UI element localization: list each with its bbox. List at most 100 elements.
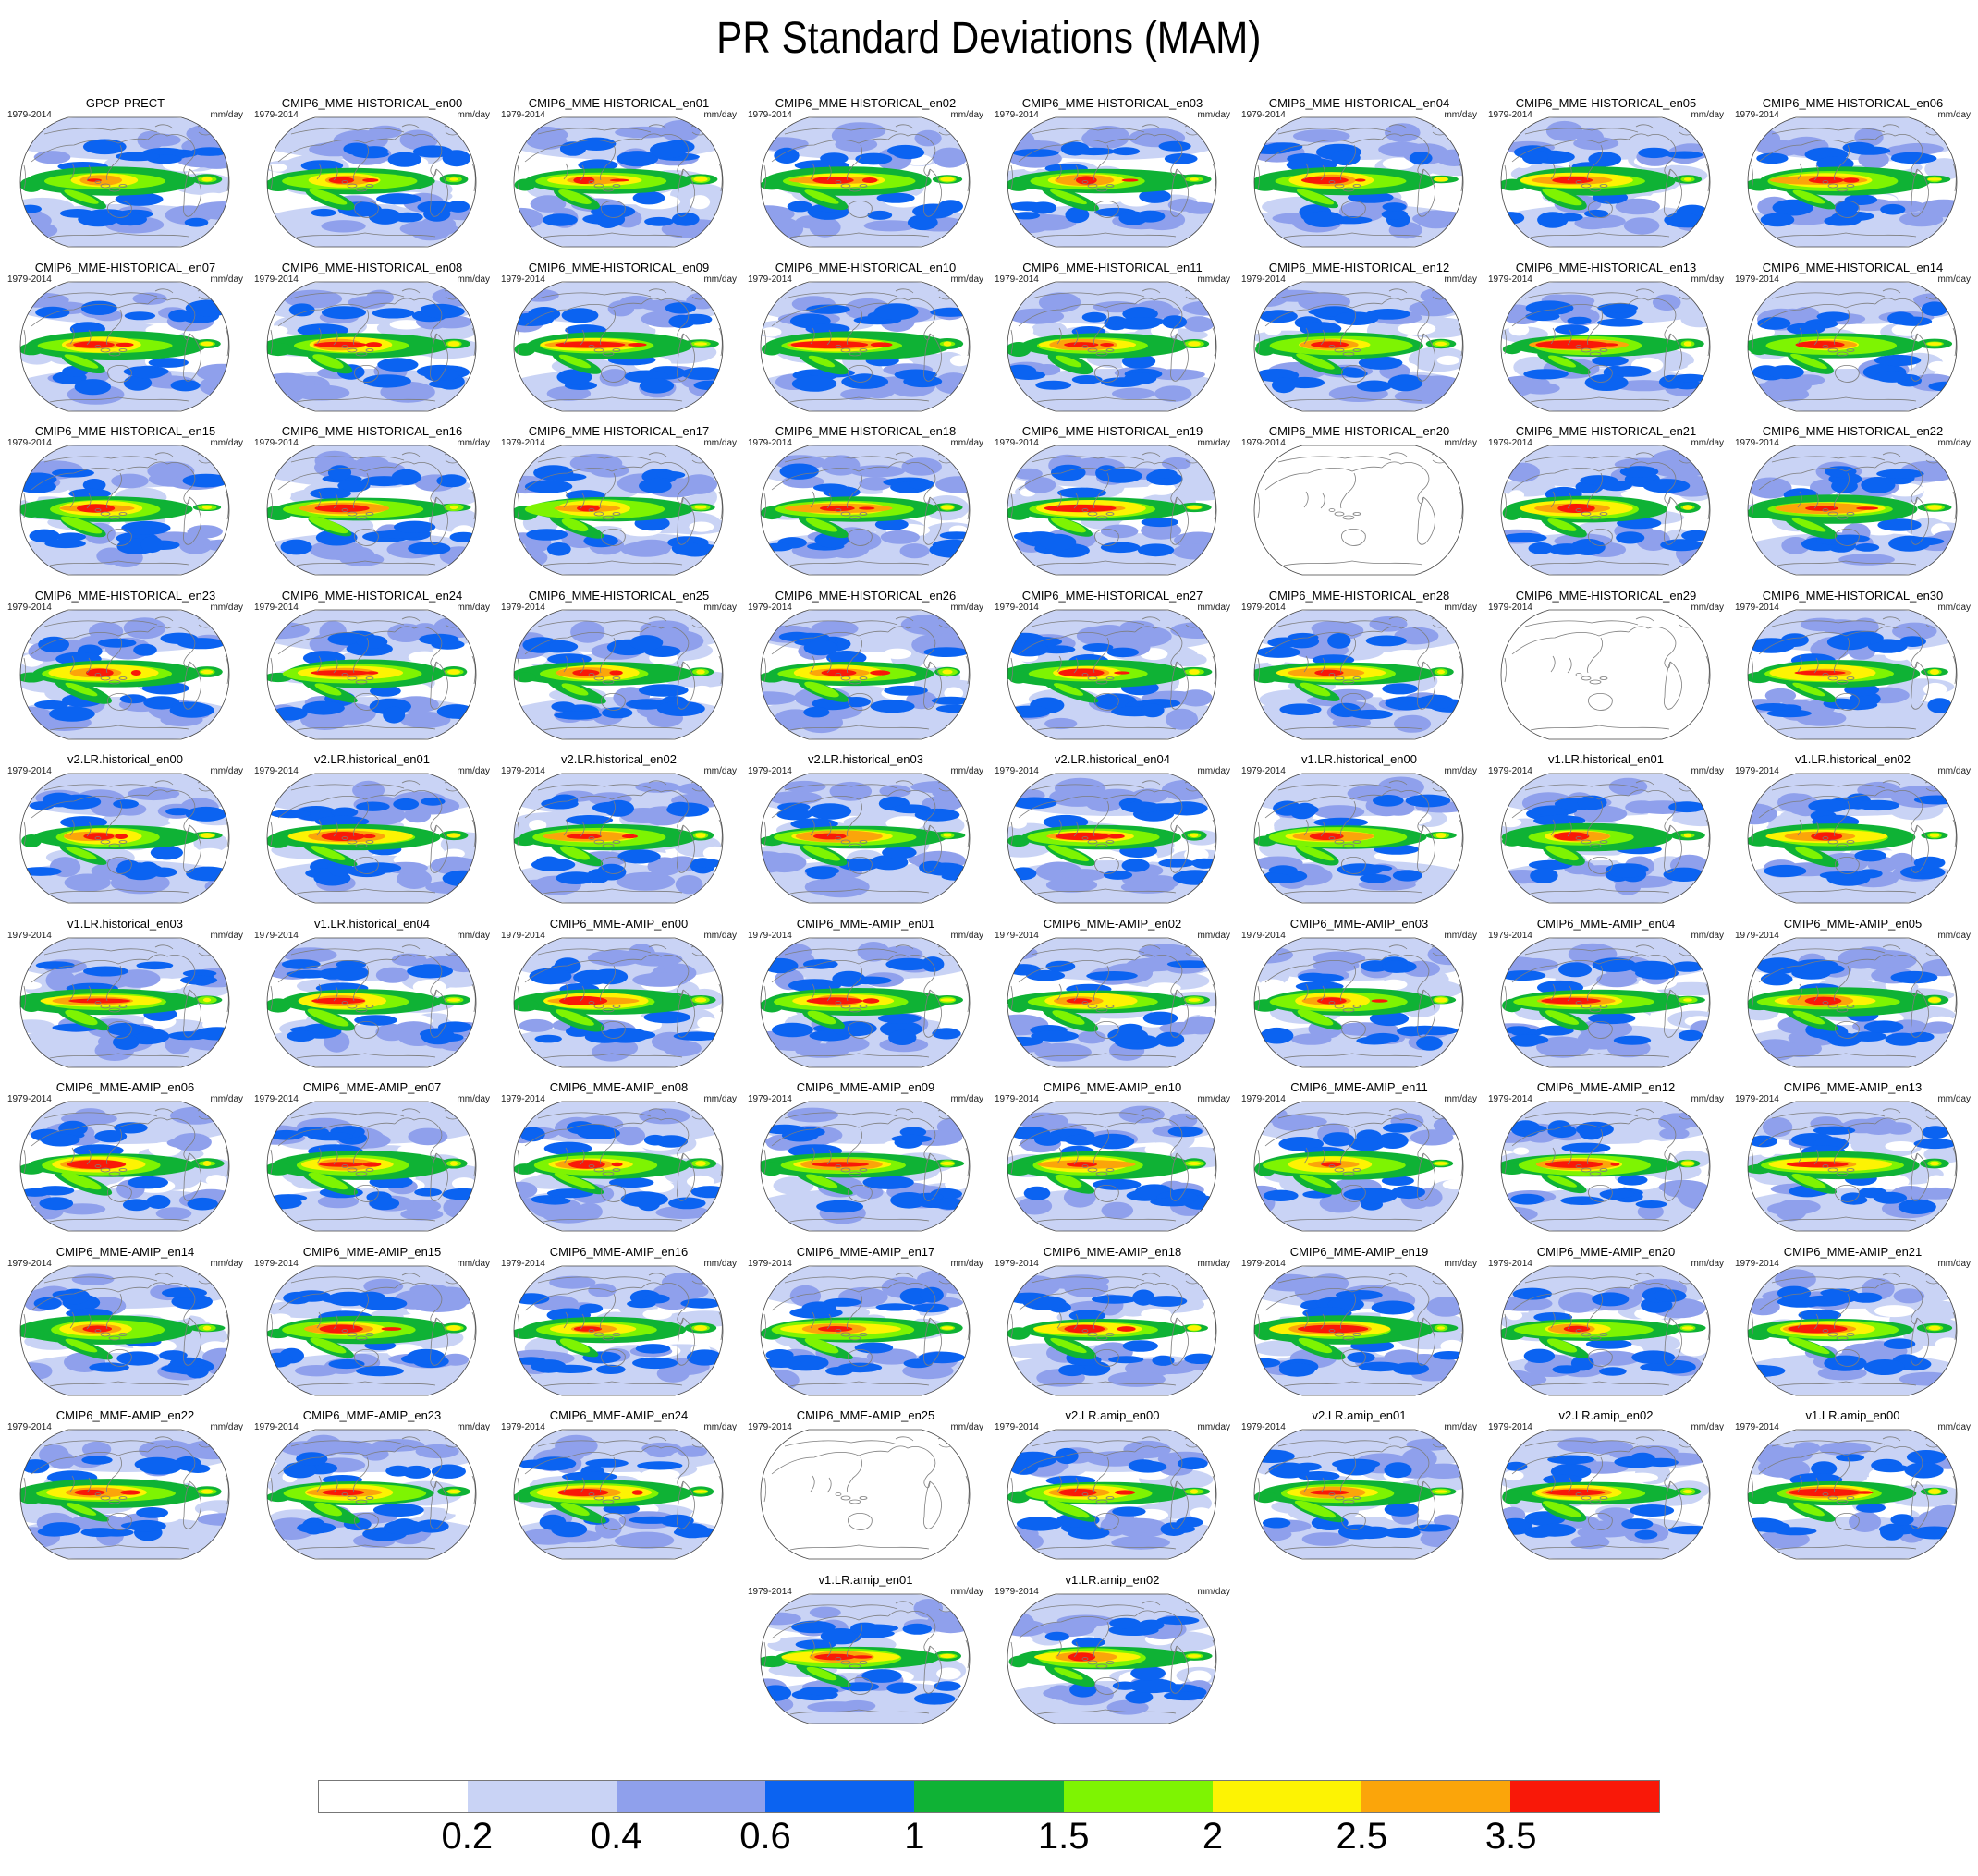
map-panel: v1.LR.historical_en00 1979-2014 mm/day bbox=[1236, 752, 1483, 917]
map-panel: CMIP6_MME-HISTORICAL_en22 1979-2014 mm/day bbox=[1729, 424, 1976, 589]
world-map bbox=[1747, 1101, 1958, 1232]
panel-title: CMIP6_MME-HISTORICAL_en12 bbox=[1268, 260, 1450, 274]
units-label: mm/day bbox=[950, 1258, 983, 1269]
map-panel: CMIP6_MME-AMIP_en07 1979-2014 mm/day bbox=[249, 1080, 495, 1245]
world-map bbox=[1007, 1593, 1217, 1724]
period-label: 1979-2014 bbox=[501, 110, 545, 120]
units-label: mm/day bbox=[1197, 766, 1230, 776]
map-panel: CMIP6_MME-HISTORICAL_en28 1979-2014 mm/day bbox=[1236, 589, 1483, 753]
panel-title: CMIP6_MME-AMIP_en25 bbox=[796, 1408, 935, 1422]
period-label: 1979-2014 bbox=[1241, 1258, 1286, 1269]
world-map bbox=[266, 116, 477, 248]
period-label: 1979-2014 bbox=[7, 1258, 52, 1269]
world-map bbox=[266, 1101, 477, 1232]
panel-title: CMIP6_MME-AMIP_en05 bbox=[1783, 916, 1923, 931]
panel-title: v1.LR.amip_en01 bbox=[818, 1572, 913, 1587]
units-label: mm/day bbox=[1197, 602, 1230, 613]
period-label: 1979-2014 bbox=[748, 438, 792, 448]
map-panel: CMIP6_MME-HISTORICAL_en25 1979-2014 mm/day bbox=[495, 589, 742, 753]
world-map bbox=[760, 1429, 971, 1560]
units-label: mm/day bbox=[1197, 1586, 1230, 1597]
panel-title: CMIP6_MME-HISTORICAL_en30 bbox=[1762, 588, 1944, 603]
colorbar-segment bbox=[1063, 1781, 1213, 1812]
units-label: mm/day bbox=[950, 274, 983, 285]
panel-title: CMIP6_MME-HISTORICAL_en00 bbox=[281, 96, 463, 110]
map-panel: v2.LR.historical_en02 1979-2014 mm/day bbox=[495, 752, 742, 917]
world-map bbox=[1747, 116, 1958, 248]
period-label: 1979-2014 bbox=[748, 1258, 792, 1269]
period-label: 1979-2014 bbox=[748, 766, 792, 776]
units-label: mm/day bbox=[1691, 110, 1724, 120]
period-label: 1979-2014 bbox=[995, 1094, 1039, 1104]
period-label: 1979-2014 bbox=[501, 1258, 545, 1269]
period-label: 1979-2014 bbox=[1488, 1094, 1532, 1104]
world-map bbox=[1007, 773, 1217, 904]
units-label: mm/day bbox=[1691, 274, 1724, 285]
world-map bbox=[1253, 1429, 1464, 1560]
map-panel: CMIP6_MME-AMIP_en22 1979-2014 mm/day bbox=[2, 1408, 249, 1573]
panel-title: CMIP6_MME-HISTORICAL_en07 bbox=[34, 260, 216, 274]
panel-title: CMIP6_MME-HISTORICAL_en27 bbox=[1021, 588, 1203, 603]
world-map bbox=[1747, 281, 1958, 411]
panel-title: CMIP6_MME-AMIP_en21 bbox=[1783, 1244, 1923, 1259]
units-label: mm/day bbox=[210, 1258, 243, 1269]
panel-title: CMIP6_MME-AMIP_en18 bbox=[1043, 1244, 1182, 1259]
units-label: mm/day bbox=[210, 110, 243, 120]
units-label: mm/day bbox=[950, 1422, 983, 1432]
period-label: 1979-2014 bbox=[501, 1422, 545, 1432]
world-map bbox=[1747, 937, 1958, 1067]
period-label: 1979-2014 bbox=[995, 274, 1039, 285]
world-map bbox=[760, 1265, 971, 1395]
panel-title: CMIP6_MME-AMIP_en03 bbox=[1289, 916, 1429, 931]
world-map bbox=[1253, 609, 1464, 739]
map-panel: v2.LR.amip_en02 1979-2014 mm/day bbox=[1483, 1408, 1729, 1573]
panel-title: CMIP6_MME-AMIP_en08 bbox=[549, 1080, 689, 1094]
colorbar-segment bbox=[914, 1781, 1064, 1812]
colorbar-tick-label: 2 bbox=[1202, 1816, 1224, 1857]
colorbar-tick-label: 1 bbox=[904, 1816, 925, 1857]
period-label: 1979-2014 bbox=[1735, 110, 1779, 120]
period-label: 1979-2014 bbox=[1735, 1094, 1779, 1104]
map-panel: CMIP6_MME-AMIP_en10 1979-2014 mm/day bbox=[989, 1080, 1236, 1245]
units-label: mm/day bbox=[457, 438, 490, 448]
panel-title: CMIP6_MME-AMIP_en11 bbox=[1290, 1080, 1428, 1094]
period-label: 1979-2014 bbox=[501, 930, 545, 941]
period-label: 1979-2014 bbox=[1241, 602, 1286, 613]
panel-title: CMIP6_MME-AMIP_en12 bbox=[1536, 1080, 1676, 1094]
colorbar-segment bbox=[617, 1781, 766, 1812]
map-panel: CMIP6_MME-AMIP_en03 1979-2014 mm/day bbox=[1236, 917, 1483, 1081]
units-label: mm/day bbox=[950, 930, 983, 941]
panel-title: CMIP6_MME-HISTORICAL_en03 bbox=[1021, 96, 1203, 110]
period-label: 1979-2014 bbox=[748, 602, 792, 613]
world-map bbox=[513, 773, 724, 904]
panel-title: v2.LR.historical_en04 bbox=[1054, 752, 1171, 766]
map-panel: CMIP6_MME-AMIP_en02 1979-2014 mm/day bbox=[989, 917, 1236, 1081]
colorbar-tick-label: 0.4 bbox=[590, 1816, 642, 1857]
world-map bbox=[1500, 1429, 1711, 1560]
world-map bbox=[1747, 1265, 1958, 1395]
units-label: mm/day bbox=[703, 274, 737, 285]
world-map bbox=[1253, 281, 1464, 411]
world-map bbox=[513, 1101, 724, 1232]
units-label: mm/day bbox=[703, 766, 737, 776]
period-label: 1979-2014 bbox=[1735, 438, 1779, 448]
map-panel: CMIP6_MME-HISTORICAL_en13 1979-2014 mm/day bbox=[1483, 261, 1729, 425]
world-map bbox=[266, 773, 477, 904]
units-label: mm/day bbox=[1444, 766, 1477, 776]
period-label: 1979-2014 bbox=[254, 766, 299, 776]
panel-title: CMIP6_MME-AMIP_en02 bbox=[1043, 916, 1182, 931]
world-map bbox=[266, 445, 477, 576]
units-label: mm/day bbox=[1691, 438, 1724, 448]
map-panel: CMIP6_MME-HISTORICAL_en29 1979-2014 mm/day bbox=[1483, 589, 1729, 753]
period-label: 1979-2014 bbox=[1735, 274, 1779, 285]
colorbar-tick-label: 0.2 bbox=[441, 1816, 494, 1857]
map-panel: v2.LR.historical_en01 1979-2014 mm/day bbox=[249, 752, 495, 917]
units-label: mm/day bbox=[1691, 1258, 1724, 1269]
world-map bbox=[1007, 937, 1217, 1067]
world-map bbox=[760, 116, 971, 248]
panel-title: GPCP-PRECT bbox=[85, 96, 165, 110]
map-panel: CMIP6_MME-HISTORICAL_en18 1979-2014 mm/day bbox=[742, 424, 989, 589]
world-map bbox=[1500, 445, 1711, 576]
period-label: 1979-2014 bbox=[1488, 274, 1532, 285]
panel-title: CMIP6_MME-HISTORICAL_en08 bbox=[281, 260, 463, 274]
